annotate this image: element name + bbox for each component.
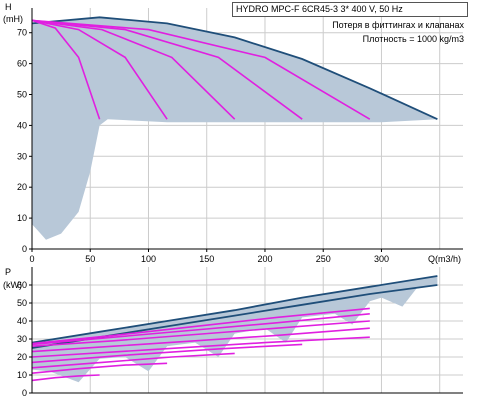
pump-curve-5 [31,343,303,364]
power-chart-axes: 0 10 20 30 40 50 60 [17,267,463,398]
pump-curve-4 [31,352,235,369]
envelope-curve [31,16,438,121]
y-tick-label: 0 [22,244,27,254]
power-operating-area [32,276,438,383]
pump-info-box: HYDRO MPC-F 6CR45-3 3* 400 V, 50 Hz Поте… [232,2,468,45]
y-tick-label: 60 [17,280,27,290]
pump-curve-2 [31,374,100,382]
pump-curve-3 [31,19,236,120]
density-note: Плотность = 1000 kg/m3 [362,34,464,44]
x-tick-label: 150 [199,254,214,264]
operating-area [32,17,438,240]
y-tick-label: 10 [17,370,27,380]
head-axis-label-h: H [5,2,12,12]
power-axis-label-unit: (kW) [3,280,22,290]
y-tick-label: 50 [17,90,27,100]
pump-curve-5 [31,19,371,120]
x-tick-label: 300 [374,254,389,264]
pump-model-title: HYDRO MPC-F 6CR45-3 3* 400 V, 50 Hz [232,2,468,17]
pump-curve-6 [31,336,370,358]
y-tick-label: 20 [17,352,27,362]
pump-curve-1 [31,19,101,120]
x-tick-label: 100 [141,254,156,264]
x-tick-label: 200 [257,254,272,264]
operating-area [32,276,438,383]
y-tick-label: 30 [17,334,27,344]
head-chart-axes: 0 10 20 30 40 50 60 70 0 50 100 150 200 250 300 [17,8,463,264]
y-tick-label: 50 [17,298,27,308]
head-operating-area [32,17,438,240]
power-axis-label-p: P [5,267,11,277]
y-tick-label: 10 [17,213,27,223]
pump-curve-10 [31,307,370,345]
y-tick-label: 30 [17,151,27,161]
pump-curve-8 [31,320,370,347]
y-tick-label: 0 [22,388,27,398]
y-tick-label: 20 [17,182,27,192]
y-tick-label: 40 [17,120,27,130]
pump-curve-9 [31,313,370,346]
head-axis-label-unit: (mH) [3,14,23,24]
fittings-loss-note: Потеря в фиттингах и клапанах [332,20,464,30]
pump-curve-2 [31,19,168,120]
y-tick-label: 40 [17,316,27,326]
pump-curve-7 [31,327,370,353]
y-tick-label: 60 [17,59,27,69]
y-tick-label: 70 [17,28,27,38]
x-tick-label: 0 [29,254,34,264]
flow-axis-label: Q(m3/h) [428,254,461,264]
pump-curve-3 [31,362,168,374]
power-curves [31,275,438,382]
pump-curve-4 [31,19,303,120]
head-curves [31,16,438,121]
x-tick-label: 50 [85,254,95,264]
x-tick-label: 250 [316,254,331,264]
envelope-curve [31,275,438,344]
